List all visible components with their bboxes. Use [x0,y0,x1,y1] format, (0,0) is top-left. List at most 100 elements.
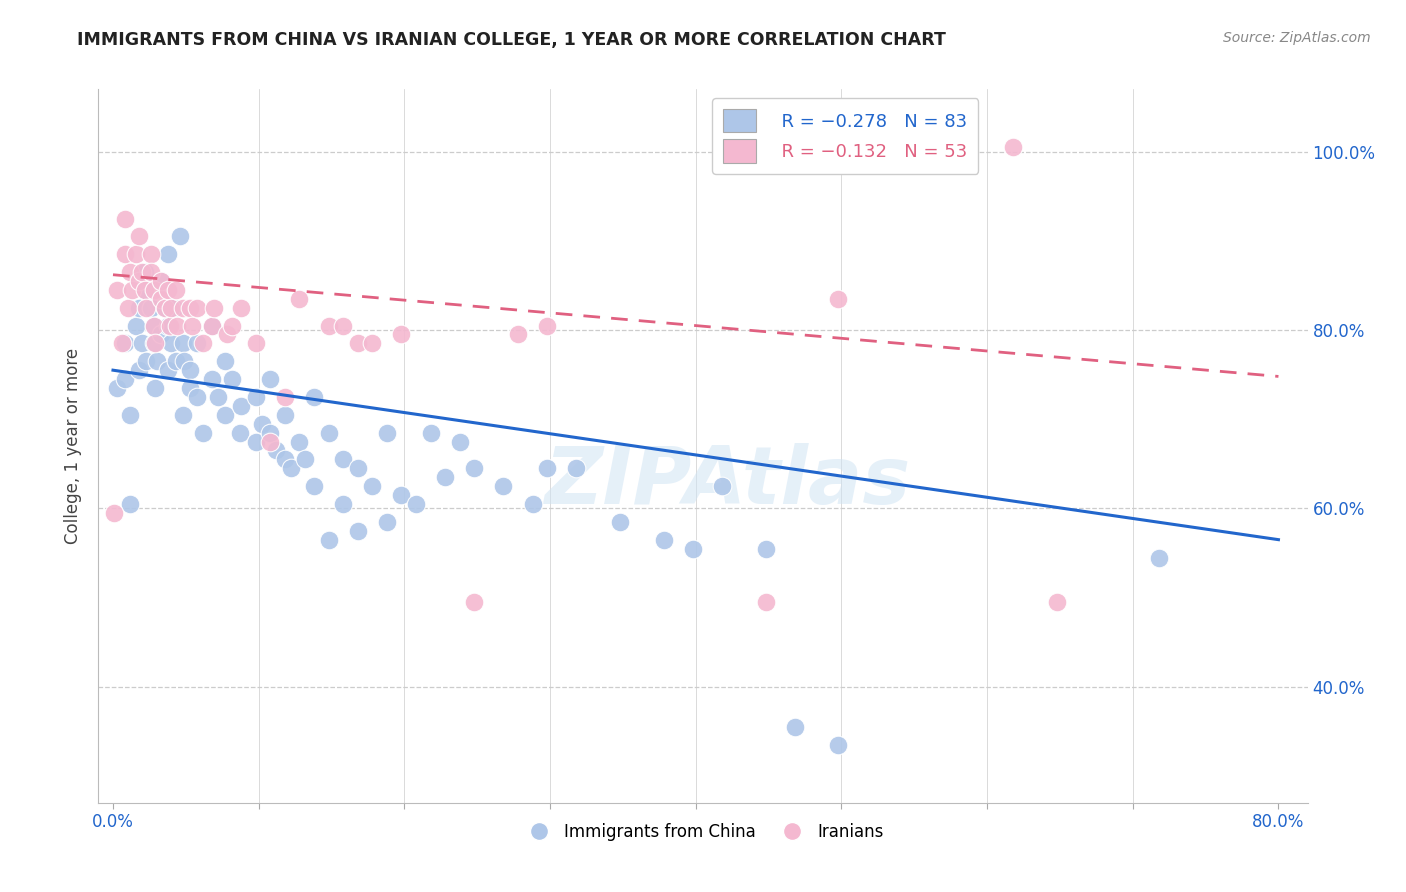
Point [157,247,180,261]
Point [231,301,253,315]
Point [755,595,778,609]
Point [391,488,413,502]
Point [125,247,148,261]
Legend: Immigrants from China, Iranians: Immigrants from China, Iranians [516,817,890,848]
Point [332,318,354,333]
Point [142,283,165,297]
Point [318,318,340,333]
Point [201,372,224,386]
Point [159,318,181,333]
Point [179,363,201,377]
Point [361,479,384,493]
Point [710,479,733,493]
Point [827,738,849,752]
Point [160,301,183,315]
Point [145,354,167,368]
Point [827,292,849,306]
Point [128,301,150,315]
Point [150,327,173,342]
Point [172,336,194,351]
Point [419,425,441,440]
Point [259,434,281,449]
Point [361,336,384,351]
Point [165,283,187,297]
Point [172,408,194,422]
Point [114,372,136,386]
Point [250,417,273,431]
Point [536,461,558,475]
Point [125,318,148,333]
Text: Source: ZipAtlas.com: Source: ZipAtlas.com [1223,31,1371,45]
Point [128,363,150,377]
Point [139,247,162,261]
Point [139,301,162,315]
Point [142,318,165,333]
Point [114,336,136,351]
Point [280,461,302,475]
Point [294,452,316,467]
Point [186,390,208,404]
Point [155,301,177,315]
Point [274,452,297,467]
Point [302,479,325,493]
Point [259,372,281,386]
Point [609,515,631,529]
Point [105,283,128,297]
Point [231,399,253,413]
Point [214,408,236,422]
Point [332,497,354,511]
Point [193,336,215,351]
Point [150,274,173,288]
Point [150,292,173,306]
Point [259,425,281,440]
Point [346,461,368,475]
Point [201,318,224,333]
Point [375,425,398,440]
Point [103,506,125,520]
Point [302,390,325,404]
Point [506,327,529,342]
Point [245,434,267,449]
Point [375,515,398,529]
Point [274,408,297,422]
Point [134,283,156,297]
Point [105,381,128,395]
Point [463,461,485,475]
Point [120,497,142,511]
Point [134,265,156,279]
Point [131,265,153,279]
Point [682,541,704,556]
Point [245,336,267,351]
Point [391,327,413,342]
Point [318,425,340,440]
Text: IMMIGRANTS FROM CHINA VS IRANIAN COLLEGE, 1 YEAR OR MORE CORRELATION CHART: IMMIGRANTS FROM CHINA VS IRANIAN COLLEGE… [77,31,946,49]
Point [128,229,150,244]
Point [135,301,157,315]
Point [179,381,201,395]
Point [160,336,183,351]
Point [288,434,311,449]
Point [135,354,157,368]
Point [221,318,243,333]
Point [186,301,208,315]
Point [150,274,173,288]
Point [172,301,194,315]
Point [755,541,778,556]
Point [117,301,139,315]
Point [131,336,153,351]
Point [434,470,457,484]
Point [332,452,354,467]
Point [202,301,225,315]
Point [463,595,485,609]
Point [201,318,224,333]
Point [143,381,166,395]
Point [783,720,806,734]
Y-axis label: College, 1 year or more: College, 1 year or more [65,348,83,544]
Point [142,336,165,351]
Point [186,336,208,351]
Point [179,301,201,315]
Point [121,283,143,297]
Point [207,390,229,404]
Point [169,229,191,244]
Point [128,274,150,288]
